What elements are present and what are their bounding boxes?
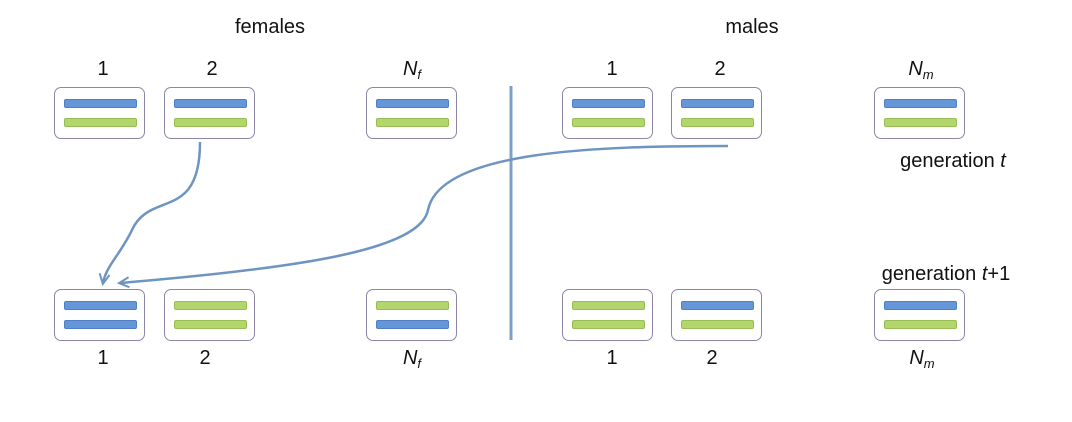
chromosome-blue bbox=[64, 301, 137, 310]
top-label-female-nf: Nf bbox=[402, 58, 422, 82]
chromosome-green bbox=[174, 320, 247, 329]
top-label-female-2: 2 bbox=[206, 58, 218, 80]
individual-bottom-female-2 bbox=[164, 289, 255, 341]
males-header: males bbox=[725, 16, 779, 38]
chromosome-blue bbox=[376, 99, 449, 108]
chromosome-green bbox=[174, 301, 247, 310]
chromosome-blue bbox=[884, 99, 957, 108]
chromosome-blue bbox=[64, 320, 137, 329]
chromosome-green bbox=[64, 118, 137, 127]
individual-top-male-1 bbox=[562, 87, 653, 139]
inheritance-arrow-from-male-2 bbox=[116, 144, 729, 289]
chromosome-green bbox=[884, 118, 957, 127]
top-label-male-2: 2 bbox=[714, 58, 726, 80]
chromosome-blue bbox=[884, 301, 957, 310]
top-label-female-1: 1 bbox=[97, 58, 109, 80]
individual-bottom-male-nm bbox=[874, 289, 965, 341]
top-label-male-nm: Nm bbox=[908, 58, 934, 82]
chromosome-blue bbox=[681, 99, 754, 108]
chromosome-green bbox=[572, 301, 645, 310]
chromosome-blue bbox=[174, 99, 247, 108]
individual-bottom-female-1 bbox=[54, 289, 145, 341]
individual-bottom-male-1 bbox=[562, 289, 653, 341]
generation-t-label: generation t bbox=[900, 150, 1006, 172]
chromosome-green bbox=[376, 118, 449, 127]
chromosome-blue bbox=[376, 320, 449, 329]
chromosome-green bbox=[681, 118, 754, 127]
individual-top-female-2 bbox=[164, 87, 255, 139]
individual-top-male-2 bbox=[671, 87, 762, 139]
chromosome-green bbox=[681, 320, 754, 329]
inheritance-arrow-from-female-2 bbox=[98, 141, 202, 287]
bottom-label-male-nm: Nm bbox=[909, 347, 935, 371]
individual-bottom-male-2 bbox=[671, 289, 762, 341]
chromosome-blue bbox=[572, 99, 645, 108]
chromosome-green bbox=[376, 301, 449, 310]
bottom-label-female-1: 1 bbox=[97, 347, 109, 369]
chromosome-blue bbox=[64, 99, 137, 108]
bottom-label-male-2: 2 bbox=[706, 347, 718, 369]
bottom-label-male-1: 1 bbox=[606, 347, 618, 369]
individual-bottom-female-nf bbox=[366, 289, 457, 341]
individual-top-female-1 bbox=[54, 87, 145, 139]
individual-top-female-nf bbox=[366, 87, 457, 139]
generation-t-plus-1-label: generation t+1 bbox=[881, 263, 1011, 285]
females-header: females bbox=[234, 16, 306, 38]
chromosome-blue bbox=[681, 301, 754, 310]
chromosome-green bbox=[572, 320, 645, 329]
chromosome-green bbox=[572, 118, 645, 127]
individual-top-male-nm bbox=[874, 87, 965, 139]
bottom-label-female-2: 2 bbox=[199, 347, 211, 369]
chromosome-green bbox=[174, 118, 247, 127]
chromosome-green bbox=[884, 320, 957, 329]
top-label-male-1: 1 bbox=[606, 58, 618, 80]
bottom-label-female-nf: Nf bbox=[402, 347, 422, 371]
